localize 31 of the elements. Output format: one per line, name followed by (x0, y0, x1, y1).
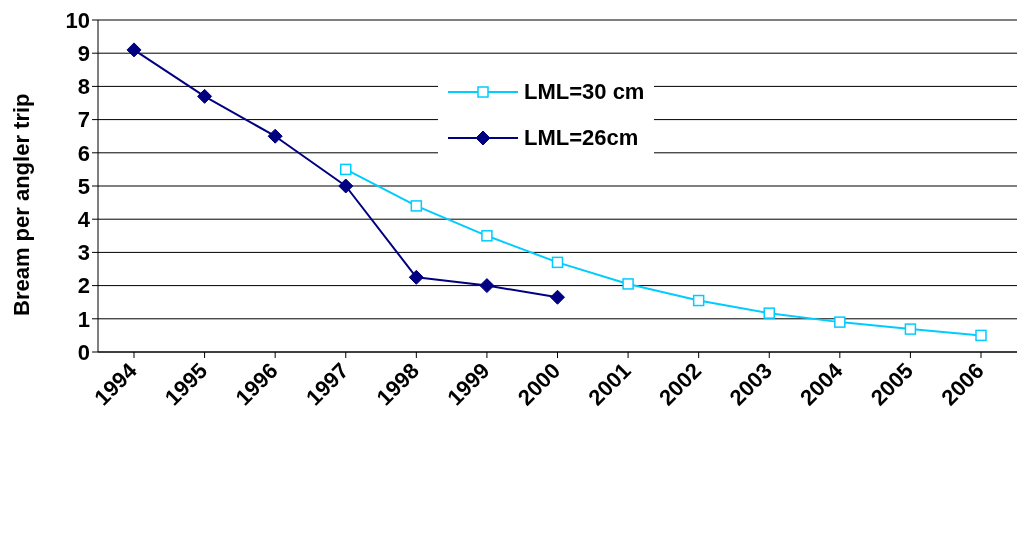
point (197, 88, 213, 104)
y-tick-label: 0 (77, 339, 90, 365)
y-tick-label: 8 (77, 74, 90, 100)
point (834, 316, 846, 328)
legend-label: LML=30 cm (524, 79, 645, 105)
point (763, 307, 775, 319)
point (975, 329, 987, 342)
point (551, 256, 564, 269)
y-tick-label: 1 (77, 306, 90, 332)
y-tick-label: 3 (77, 240, 90, 266)
y-tick-label: 2 (77, 273, 90, 299)
point (479, 278, 495, 294)
y-tick-label: 7 (77, 107, 90, 133)
point (481, 230, 493, 242)
point (408, 269, 424, 285)
y-tick-label: 9 (77, 41, 90, 67)
point (338, 178, 354, 194)
point (267, 128, 283, 144)
y-tick-label: 5 (77, 173, 90, 199)
point (126, 42, 142, 58)
point (340, 163, 352, 176)
point (550, 289, 565, 305)
y-axis-title: Bream per angler trip (8, 93, 34, 316)
point (410, 200, 423, 212)
legend-label: LML=26cm (524, 125, 639, 151)
point (904, 323, 917, 335)
y-tick-label: 6 (77, 140, 90, 166)
point (692, 294, 705, 307)
y-tick-label: 4 (77, 207, 91, 233)
point (622, 278, 634, 290)
y-tick-label: 10 (65, 7, 90, 33)
